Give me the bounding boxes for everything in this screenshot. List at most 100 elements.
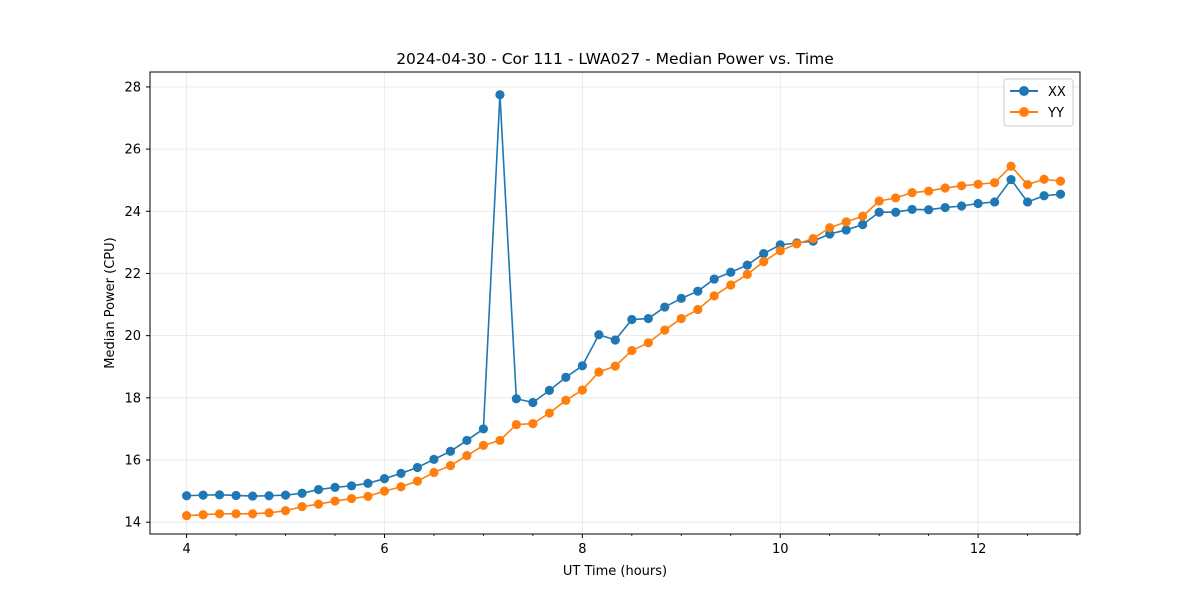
data-point-xx	[363, 478, 373, 488]
legend: XX YY	[1003, 78, 1074, 127]
data-point-yy	[528, 419, 538, 429]
data-point-yy	[511, 419, 521, 430]
plot-frame	[149, 71, 1081, 535]
data-point-yy	[297, 502, 307, 512]
data-point-xx	[429, 454, 439, 464]
data-point-yy	[495, 435, 505, 446]
data-point-xx	[412, 462, 423, 473]
data-point-yy	[346, 493, 357, 504]
data-point-yy	[577, 385, 587, 395]
data-point-xx	[627, 314, 637, 325]
data-point-yy	[990, 178, 1000, 188]
x-axis-label: UT Time (hours)	[563, 564, 667, 579]
data-point-xx	[907, 204, 917, 215]
data-point-yy	[693, 304, 703, 315]
data-point-yy	[247, 509, 258, 519]
data-point-yy	[1006, 161, 1016, 171]
data-point-xx	[643, 313, 653, 324]
data-point-xx	[280, 490, 291, 500]
y-tick-label: 16	[124, 454, 141, 469]
data-point-xx	[511, 394, 521, 404]
x-tick-label: 10	[772, 542, 789, 557]
series-layer	[182, 90, 1066, 521]
data-point-xx	[264, 491, 274, 501]
data-point-xx	[858, 220, 868, 230]
data-point-yy	[1022, 179, 1033, 190]
data-point-yy	[742, 269, 752, 279]
data-point-xx	[346, 481, 357, 491]
data-point-xx	[874, 207, 884, 217]
data-point-xx	[841, 225, 851, 235]
data-point-xx	[1022, 197, 1033, 207]
data-point-xx	[610, 335, 620, 345]
x-tick-label: 12	[970, 542, 987, 557]
y-tick-label: 22	[124, 267, 141, 282]
data-point-yy	[1055, 176, 1066, 186]
data-point-xx	[726, 267, 736, 277]
series-yy	[182, 161, 1066, 521]
data-point-xx	[396, 468, 406, 478]
data-point-xx	[742, 260, 752, 270]
data-point-yy	[956, 181, 967, 191]
data-point-yy	[759, 257, 769, 267]
data-point-xx	[297, 488, 307, 498]
data-point-xx	[924, 205, 934, 215]
data-point-xx	[495, 90, 505, 100]
data-point-yy	[445, 461, 456, 471]
data-point-yy	[825, 223, 835, 233]
data-point-xx	[379, 474, 390, 484]
data-point-xx	[891, 207, 901, 217]
data-point-yy	[891, 193, 901, 203]
data-point-yy	[214, 509, 225, 519]
y-tick-label: 18	[124, 391, 141, 406]
data-point-xx	[478, 424, 489, 434]
data-point-yy	[874, 196, 884, 206]
data-point-yy	[858, 211, 868, 221]
data-point-yy	[808, 234, 818, 244]
y-tick-label: 26	[124, 143, 141, 158]
y-tick-label: 28	[124, 80, 141, 95]
x-tick-label: 8	[578, 542, 586, 557]
data-point-yy	[841, 217, 851, 227]
x-tick-label: 4	[182, 542, 190, 557]
data-point-xx	[594, 330, 604, 340]
data-point-yy	[907, 188, 917, 198]
data-point-yy	[231, 509, 241, 519]
data-point-xx	[660, 302, 670, 312]
data-point-yy	[610, 361, 620, 371]
data-point-xx	[709, 274, 719, 284]
data-point-yy	[478, 440, 489, 450]
data-point-xx	[759, 248, 769, 259]
data-point-xx	[1039, 191, 1049, 201]
data-point-xx	[693, 286, 703, 296]
data-point-yy	[792, 239, 802, 249]
data-point-xx	[330, 482, 340, 492]
data-point-yy	[973, 179, 983, 189]
data-point-xx	[182, 491, 192, 501]
data-point-yy	[1039, 174, 1049, 184]
data-point-xx	[1006, 174, 1016, 185]
data-point-yy	[313, 499, 324, 509]
data-point-xx	[528, 397, 538, 408]
data-point-yy	[429, 467, 439, 478]
data-point-xx	[561, 372, 571, 382]
data-point-xx	[544, 385, 555, 395]
data-point-yy	[924, 186, 934, 196]
legend-marker-xx	[1019, 86, 1029, 96]
data-point-yy	[379, 486, 390, 496]
axis-ticks: 4 6 8 10 12 14 16 18 20 22 24 26 28	[124, 80, 1078, 557]
data-point-yy	[330, 496, 340, 506]
data-point-yy	[940, 183, 950, 193]
legend-label-xx: XX	[1048, 85, 1066, 100]
data-point-yy	[280, 506, 291, 516]
data-point-yy	[198, 510, 208, 520]
data-point-yy	[396, 482, 406, 492]
data-point-xx	[313, 484, 324, 495]
series-xx	[182, 90, 1066, 501]
y-tick-label: 20	[124, 329, 141, 344]
data-point-xx	[1055, 189, 1066, 199]
data-point-yy	[363, 491, 373, 501]
data-point-yy	[594, 367, 604, 377]
data-point-yy	[709, 291, 719, 301]
